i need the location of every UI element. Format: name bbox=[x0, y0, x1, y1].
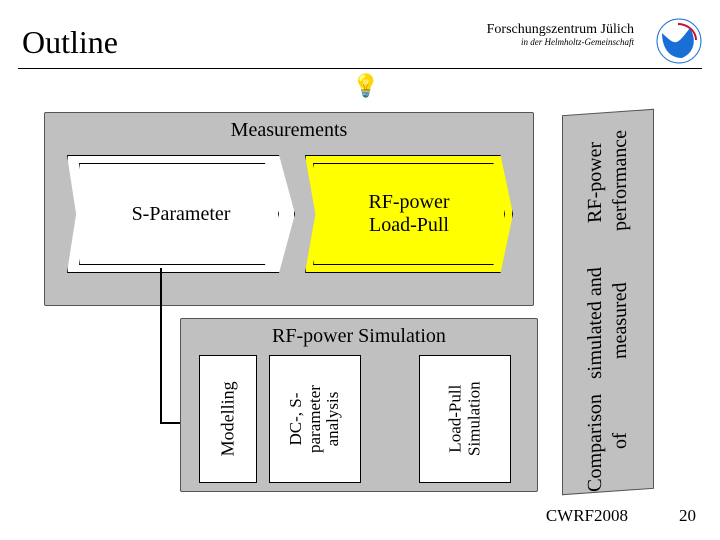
org-subtitle: in der Helmholtz-Gemeinschaft bbox=[521, 37, 634, 47]
measurements-title: Measurements bbox=[45, 119, 533, 142]
measurements-panel: Measurements S-Parameter RF-power Load-P… bbox=[44, 112, 534, 306]
modelling-box: Modelling bbox=[199, 355, 257, 483]
loadpull-sim-box: Load-PullSimulation bbox=[419, 355, 511, 483]
rf-power-line1: RF-power bbox=[368, 191, 449, 214]
comparison-panel: Comparison of simulated and measured RF-… bbox=[562, 109, 654, 495]
rf-power-line2: Load-Pull bbox=[369, 214, 449, 237]
connector-vertical bbox=[160, 268, 162, 424]
org-logo bbox=[656, 18, 702, 64]
simulation-title: RF-power Simulation bbox=[181, 325, 537, 348]
org-name: Forschungszentrum Jülich bbox=[487, 22, 634, 38]
dc-s-parameter-box: DC-, S-parameteranalysis bbox=[269, 355, 361, 483]
loadpull-sim-label: Load-PullSimulation bbox=[446, 382, 483, 457]
comparison-label: Comparison of simulated and measured RF-… bbox=[563, 110, 653, 495]
modelling-label: Modelling bbox=[218, 381, 238, 456]
page-title: Outline bbox=[22, 24, 118, 61]
slide: Outline Forschungszentrum Jülich in der … bbox=[0, 0, 720, 540]
dc-s-parameter-label: DC-, S-parameteranalysis bbox=[287, 374, 343, 464]
simulation-panel: RF-power Simulation Modelling DC-, S-par… bbox=[180, 318, 538, 492]
divider bbox=[18, 68, 702, 69]
s-parameter-label: S-Parameter bbox=[132, 203, 231, 226]
page-number: 20 bbox=[679, 506, 696, 526]
s-parameter-box: S-Parameter bbox=[67, 155, 295, 273]
rf-power-loadpull-box: RF-power Load-Pull bbox=[305, 155, 513, 273]
lightbulb-icon: 💡 bbox=[352, 73, 379, 99]
footer-event: CWRF2008 bbox=[546, 506, 628, 526]
